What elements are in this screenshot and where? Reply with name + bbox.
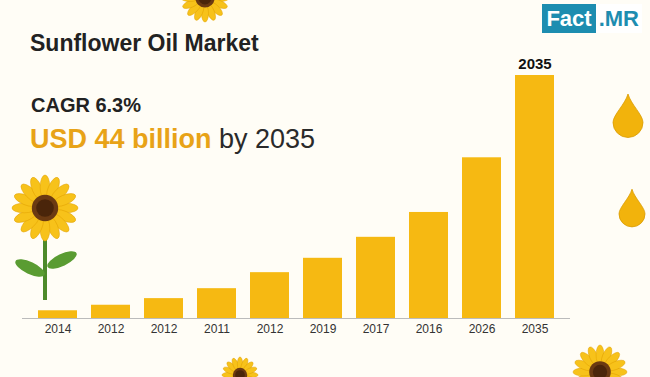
svg-text:2012: 2012 bbox=[257, 322, 284, 336]
html-text:Sunflower Oil Market: Sunflower Oil Market bbox=[30, 30, 259, 56]
svg-text:2017: 2017 bbox=[363, 322, 390, 336]
html-text:USD 44 billion by 2035: USD 44 billion by 2035 bbox=[30, 124, 316, 154]
svg-text:2035: 2035 bbox=[522, 322, 549, 336]
html-text:Fact .MR: Fact .MR bbox=[546, 6, 639, 31]
svg-text:2012: 2012 bbox=[98, 322, 125, 336]
svg-text:2014: 2014 bbox=[45, 322, 72, 336]
svg-text:2035: 2035 bbox=[518, 55, 551, 72]
html-text:CAGR 6.3%: CAGR 6.3% bbox=[31, 94, 141, 116]
svg-text:2016: 2016 bbox=[416, 322, 443, 336]
svg-text:2026: 2026 bbox=[469, 322, 496, 336]
svg-text:2019: 2019 bbox=[310, 322, 337, 336]
svg-text:2011: 2011 bbox=[204, 322, 230, 336]
svg-text:2012: 2012 bbox=[151, 322, 178, 336]
